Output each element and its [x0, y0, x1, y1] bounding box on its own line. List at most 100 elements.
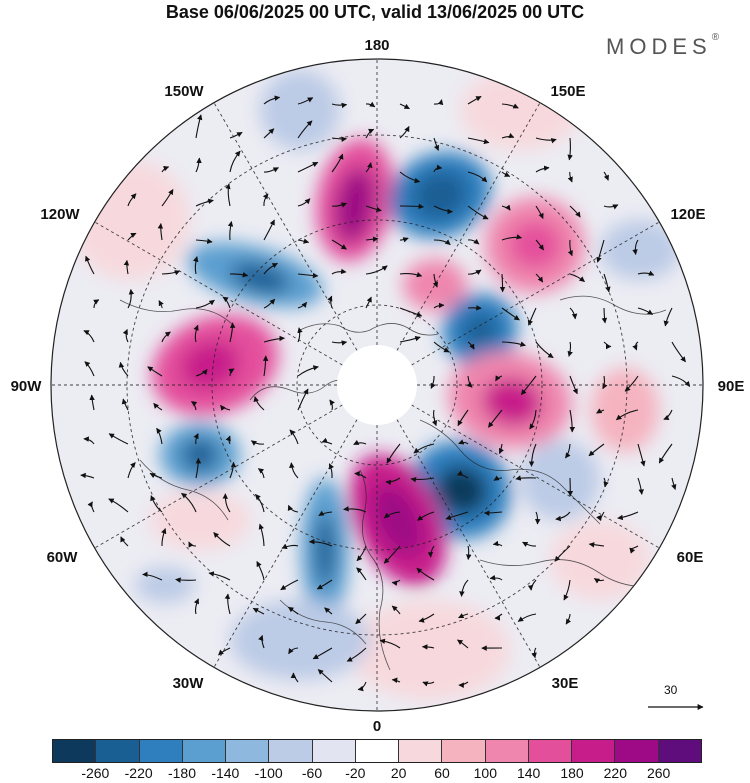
wind-vector	[386, 443, 401, 464]
wind-vector	[297, 238, 310, 244]
wind-vector	[321, 437, 333, 445]
colorbar-tick-label: 220	[603, 765, 628, 781]
wind-vector	[458, 681, 469, 688]
lon-label-120e: 120E	[670, 206, 705, 223]
lon-label-60e: 60E	[677, 549, 704, 566]
lon-label-180: 180	[364, 37, 389, 54]
colorbar-swatch	[615, 740, 659, 762]
wind-vector	[535, 165, 550, 173]
wind-vector	[495, 375, 503, 382]
anomaly-area	[436, 465, 488, 515]
wind-vector	[80, 472, 95, 479]
anomaly-area	[550, 520, 650, 600]
wind-vector	[499, 273, 506, 293]
wind-vector	[445, 511, 469, 521]
registered-mark: ®	[711, 32, 720, 43]
wind-vector	[535, 205, 544, 220]
wind-vector	[290, 672, 299, 683]
wind-vector	[596, 408, 605, 414]
colorbar-ticks: -260 -220 -180 -140 -100 -60 -20 20 60 100 140 180 2…	[0, 765, 750, 783]
wind-vector	[399, 271, 423, 278]
wind-vector	[467, 96, 482, 105]
wind-vector	[458, 439, 469, 445]
wind-vector	[569, 273, 585, 283]
modes-logo: MODES®	[606, 32, 720, 60]
reference-vector-label: 30	[664, 683, 678, 697]
wind-vector	[567, 171, 573, 183]
wind-vector	[127, 232, 137, 241]
wind-vector	[255, 493, 265, 513]
wind-vector	[567, 137, 573, 161]
wind-vector	[529, 409, 537, 430]
wind-vector	[624, 375, 639, 392]
wind-vector	[193, 433, 199, 445]
wind-vector	[365, 128, 375, 139]
colorbar-tick-label: 140	[516, 765, 541, 781]
wind-vector	[671, 341, 686, 363]
wind-vector	[535, 239, 545, 251]
wind-vector	[297, 272, 319, 279]
wind-vector	[161, 189, 174, 207]
wind-vector	[501, 103, 519, 109]
wind-vector	[357, 681, 367, 692]
wind-vector	[493, 475, 503, 481]
wind-vector	[520, 375, 537, 396]
wind-vector	[563, 579, 571, 601]
wind-vector	[603, 341, 612, 350]
wind-vector	[108, 433, 129, 445]
wind-vector	[501, 132, 515, 139]
lon-label-0: 0	[373, 718, 381, 735]
wind-vector	[399, 237, 409, 243]
anomaly-area	[460, 70, 580, 150]
wind-vector	[601, 307, 608, 324]
wind-vector	[213, 532, 231, 547]
wind-vector	[458, 613, 469, 619]
wind-vector	[257, 468, 265, 479]
colorbar-tick-label: -220	[124, 765, 153, 781]
wind-vector	[331, 202, 348, 208]
wind-vector	[365, 205, 382, 213]
wind-vector	[467, 171, 488, 183]
wind-vector	[615, 409, 639, 421]
wind-vector	[158, 300, 164, 309]
wind-vector	[253, 396, 265, 411]
wind-vector	[467, 341, 475, 350]
wind-vector	[121, 398, 129, 411]
wind-vector	[228, 368, 235, 377]
wind-vector	[399, 171, 421, 184]
wind-vector	[220, 404, 231, 411]
wind-vector	[632, 341, 639, 351]
wind-vector	[195, 114, 203, 139]
map-border	[50, 58, 704, 712]
wind-vector	[431, 409, 438, 427]
colorbar-tick-label: 180	[560, 765, 584, 781]
wind-vector	[433, 239, 451, 246]
wind-vector	[297, 327, 303, 343]
wind-vector	[297, 198, 311, 207]
wind-vector	[353, 439, 367, 445]
wind-vector	[193, 324, 199, 343]
wind-vector	[297, 388, 309, 411]
anomaly-area	[135, 567, 195, 603]
wind-vector	[161, 166, 170, 173]
wind-vector	[331, 102, 348, 109]
wind-vector	[147, 366, 163, 377]
colorbar	[52, 739, 702, 763]
wind-vector	[517, 613, 537, 622]
wind-vector	[280, 579, 299, 591]
wind-vector	[258, 634, 265, 649]
wind-vector	[288, 647, 299, 655]
wind-vector	[331, 340, 348, 346]
wind-vector	[467, 238, 480, 245]
wind-vector	[331, 239, 347, 250]
wind-vector	[569, 307, 578, 320]
wind-vector	[467, 137, 490, 145]
anomaly-area	[591, 368, 659, 452]
anomaly-area	[182, 439, 218, 471]
wind-vector	[593, 578, 605, 584]
wind-vector	[399, 103, 410, 110]
colorbar-swatch	[96, 740, 140, 762]
wind-vector	[365, 296, 372, 309]
colorbar-tick-label: -100	[254, 765, 283, 781]
wind-vector	[457, 470, 469, 479]
